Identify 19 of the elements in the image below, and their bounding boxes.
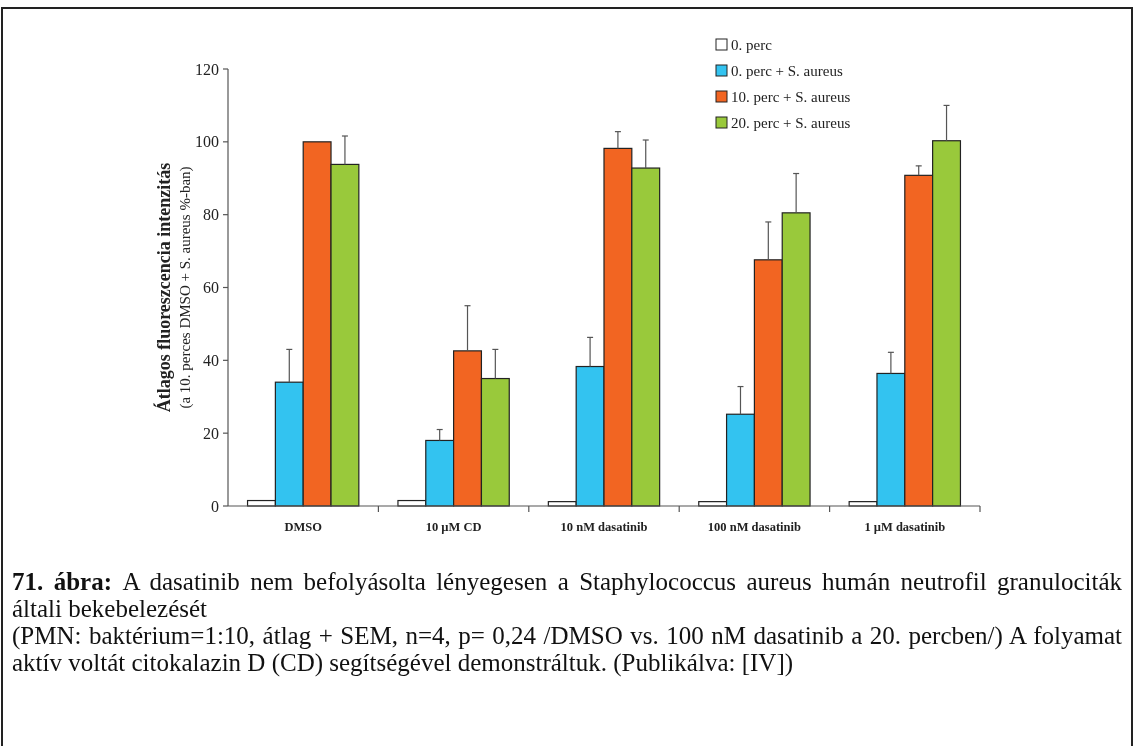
- y-tick-label: 80: [203, 206, 219, 224]
- y-tick-label: 100: [195, 133, 219, 151]
- text: 71. ábra:: [12, 568, 113, 595]
- y-tick-label: 60: [203, 279, 219, 297]
- y-tick-label: 120: [195, 60, 219, 78]
- x-tick-label: 10 nM dasatinib: [560, 520, 648, 534]
- y-axis-title: Átlagos fluoreszcencia intenzitás (a 10. perces DMSO + S. aureus %-ban): [153, 162, 194, 413]
- y-tick-label: 40: [203, 351, 219, 369]
- y-tick-label: 20: [203, 424, 219, 442]
- legend-label: 20. perc + S. aureus: [731, 115, 851, 132]
- x-tick-label: 1 µM dasatinib: [864, 520, 946, 534]
- x-tick-label: DMSO: [284, 520, 323, 534]
- text: (PMN: baktérium=1:10, átlag + SEM, n=4, p= 0,24 /DMSO vs. 100 nM dasatinib a 20. percben/) A folyamat aktív voltát citokalazin D (CD) segítségével demonstráltuk. (Publikálva: [IV]): [12, 622, 1122, 676]
- y-tick-label: 0: [211, 497, 219, 515]
- legend-label: 10. perc + S. aureus: [731, 89, 851, 106]
- x-tick-label: 100 nM dasatinib: [707, 520, 801, 534]
- legend-label: 0. perc: [731, 37, 773, 54]
- x-tick-label: 10 µM CD: [425, 520, 482, 534]
- legend-label: 0. perc + S. aureus: [731, 63, 843, 80]
